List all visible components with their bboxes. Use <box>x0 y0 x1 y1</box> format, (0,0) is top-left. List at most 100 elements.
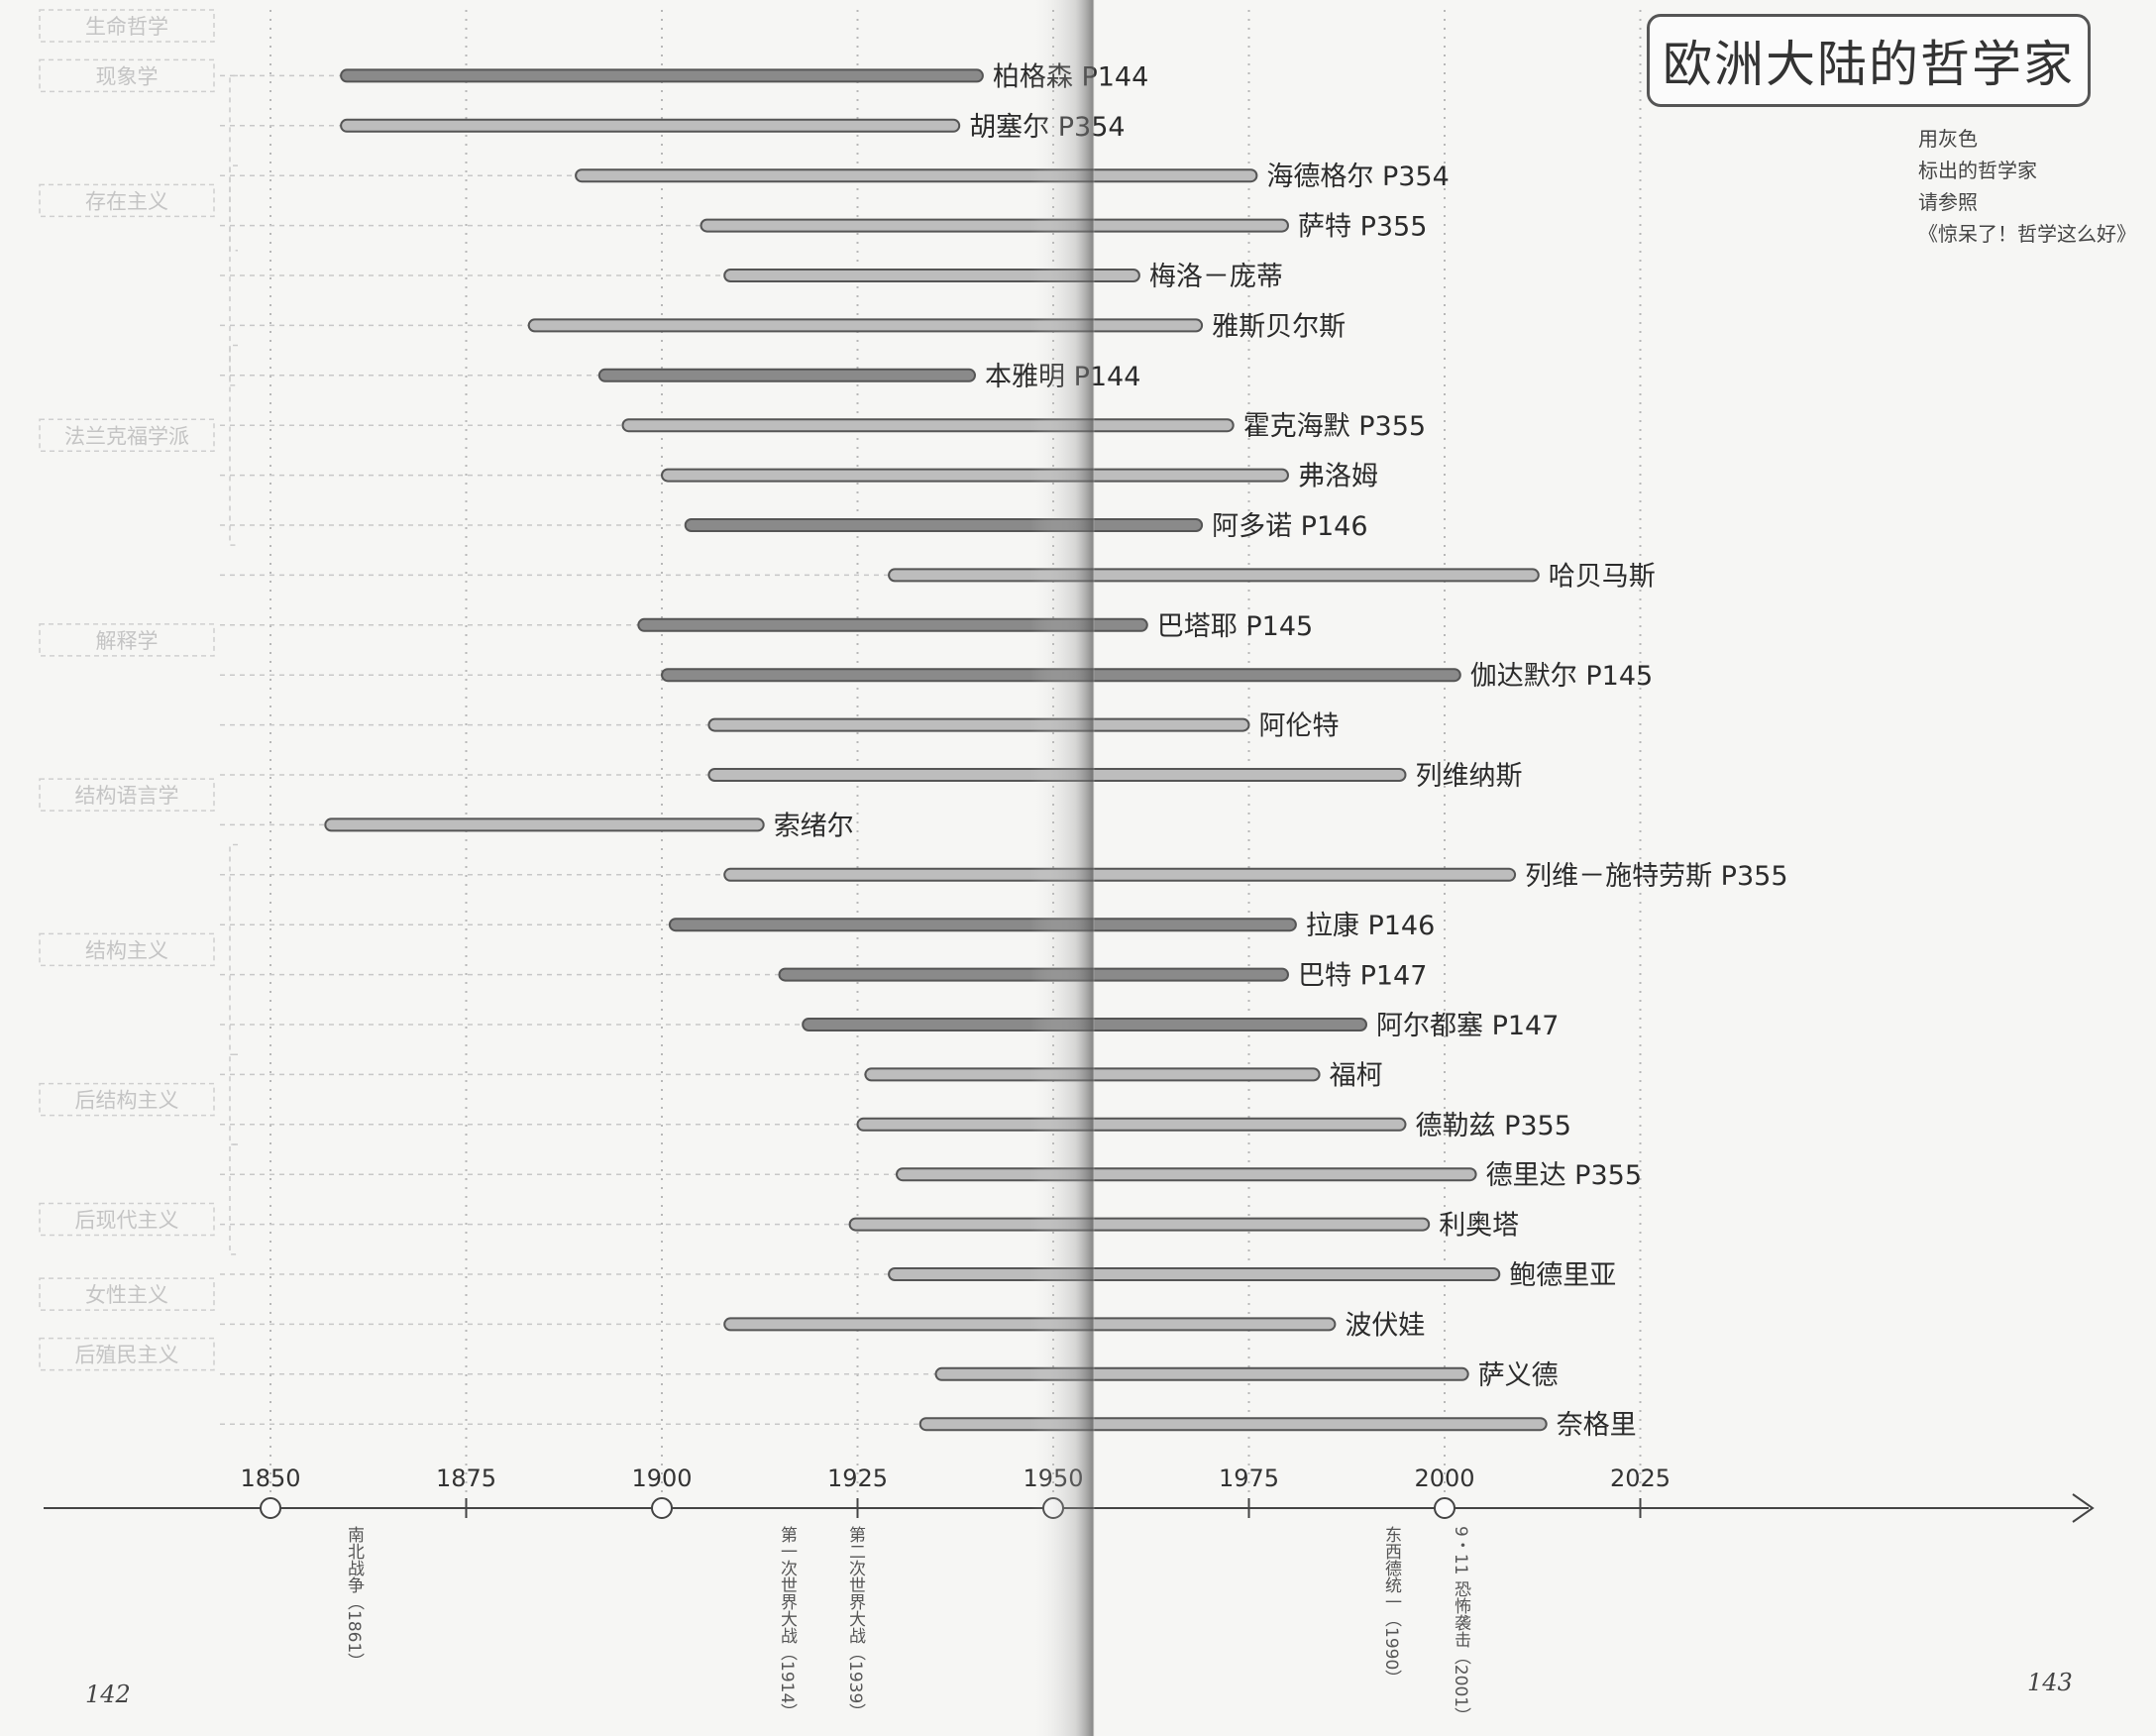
event-label: 9・11 恐怖袭击（2001） <box>1451 1526 1471 1724</box>
philosopher-label: 阿伦特 <box>1259 711 1340 742</box>
note-line: 用灰色 <box>1918 127 1978 151</box>
school-bracket <box>229 1053 238 1145</box>
philosopher-label: 阿尔都塞 P147 <box>1376 1011 1559 1041</box>
philosopher-label: 德里达 P355 <box>1486 1160 1642 1191</box>
philosopher-label: 萨特 P355 <box>1298 212 1427 243</box>
lifespan-bar <box>668 918 1297 932</box>
note-line: 《惊呆了！哲学这么好》 <box>1918 222 2136 246</box>
school-label: 现象学 <box>96 64 159 88</box>
philosopher-label: 霍克海默 P355 <box>1243 411 1426 442</box>
philosopher-label: 阿多诺 P146 <box>1212 511 1367 542</box>
school-box <box>39 9 215 43</box>
lifespan-bar <box>856 1117 1407 1132</box>
philosopher-label: 拉康 P146 <box>1306 911 1435 941</box>
tick-label: 2000 <box>1414 1465 1474 1492</box>
school-box <box>39 623 215 657</box>
philosopher-label: 列维－施特劳斯 P355 <box>1525 861 1787 892</box>
school-label: 法兰克福学派 <box>64 424 189 448</box>
page-title: 欧洲大陆的哲学家 <box>1647 14 2091 107</box>
school-label: 生命哲学 <box>85 15 168 39</box>
lifespan-bar <box>340 118 961 133</box>
philosopher-label: 弗洛姆 <box>1298 462 1378 492</box>
school-box <box>39 1337 215 1371</box>
school-box <box>39 778 215 812</box>
school-bracket <box>229 344 238 546</box>
philosopher-label: 巴塔耶 P145 <box>1157 611 1313 642</box>
lifespan-bar <box>723 1317 1337 1332</box>
book-gutter <box>1030 0 1095 1736</box>
philosopher-label: 鲍德里亚 <box>1509 1260 1616 1291</box>
event-label: 东西德统一（1990） <box>1381 1526 1402 1686</box>
school-label: 结构语言学 <box>75 784 179 808</box>
note-line: 请参照 <box>1918 190 1978 214</box>
philosopher-label: 奈格里 <box>1557 1410 1637 1441</box>
school-box <box>39 932 215 967</box>
school-label: 解释学 <box>96 629 159 653</box>
axis-arrow <box>2072 1493 2095 1523</box>
lifespan-bar <box>896 1167 1477 1182</box>
school-label: 后现代主义 <box>75 1209 179 1233</box>
note-line: 标出的哲学家 <box>1918 159 2037 182</box>
lifespan-bar <box>684 518 1204 532</box>
philosopher-label: 列维纳斯 <box>1416 761 1523 792</box>
school-box <box>39 1082 215 1117</box>
tick-label: 1900 <box>631 1465 692 1492</box>
lifespan-bar <box>324 817 765 832</box>
tick-label: 2025 <box>1610 1465 1671 1492</box>
lifespan-bar <box>848 1217 1431 1232</box>
milestone-marker <box>651 1497 673 1519</box>
lifespan-bar <box>707 717 1250 732</box>
philosopher-label: 德勒兹 P355 <box>1416 1111 1571 1141</box>
school-box <box>39 183 215 218</box>
lifespan-bar <box>637 617 1148 632</box>
school-bracket <box>229 164 238 386</box>
school-box <box>39 418 215 453</box>
lifespan-bar <box>575 168 1258 183</box>
school-label: 结构主义 <box>85 938 168 962</box>
philosopher-label: 福柯 <box>1330 1060 1383 1091</box>
lifespan-bar <box>723 867 1517 882</box>
school-label: 女性主义 <box>85 1283 168 1307</box>
philosopher-label: 伽达默尔 P145 <box>1470 661 1653 692</box>
lifespan-bar <box>340 68 984 83</box>
philosopher-label: 雅斯贝尔斯 <box>1212 311 1346 342</box>
event-label: 第二次世界大战（1939） <box>845 1526 866 1720</box>
lifespan-bar <box>888 1267 1501 1281</box>
school-bracket <box>229 74 238 252</box>
philosopher-label: 索绪尔 <box>774 811 854 841</box>
school-bracket <box>229 1143 238 1255</box>
lifespan-bar <box>918 1417 1548 1432</box>
tick-label: 1850 <box>240 1465 300 1492</box>
philosopher-label: 巴特 P147 <box>1298 961 1427 992</box>
philosopher-label: 波伏娃 <box>1345 1310 1425 1341</box>
page-number-right: 143 <box>2027 1669 2073 1696</box>
lifespan-bar <box>597 368 976 382</box>
event-label: 第一次世界大战（1914） <box>777 1526 798 1720</box>
milestone-marker <box>1434 1497 1455 1519</box>
school-label: 后殖民主义 <box>75 1344 179 1367</box>
lifespan-bar <box>934 1366 1469 1381</box>
school-box <box>39 1277 215 1311</box>
school-label: 存在主义 <box>85 189 168 213</box>
milestone-marker <box>260 1497 281 1519</box>
philosopher-label: 梅洛－庞蒂 <box>1149 262 1283 292</box>
school-label: 后结构主义 <box>75 1089 179 1113</box>
event-label: 南北战争（1861） <box>344 1526 365 1670</box>
philosopher-label: 萨义德 <box>1478 1360 1559 1391</box>
lifespan-bar <box>527 318 1204 333</box>
school-box <box>39 1202 215 1237</box>
page-number-left: 142 <box>85 1681 131 1708</box>
tick-label: 1925 <box>827 1465 888 1492</box>
lifespan-bar <box>661 468 1289 483</box>
gray-note: 用灰色 标出的哲学家 请参照 《惊呆了！哲学这么好》 <box>1918 123 2136 250</box>
lifespan-bar <box>888 568 1540 583</box>
lifespan-bar <box>621 418 1235 433</box>
tick-label: 1875 <box>436 1465 496 1492</box>
philosopher-label: 利奥塔 <box>1439 1211 1519 1242</box>
school-box <box>39 58 215 93</box>
philosopher-label: 海德格尔 P354 <box>1266 162 1449 192</box>
lifespan-bar <box>700 218 1289 233</box>
philosopher-label: 哈贝马斯 <box>1549 561 1656 592</box>
